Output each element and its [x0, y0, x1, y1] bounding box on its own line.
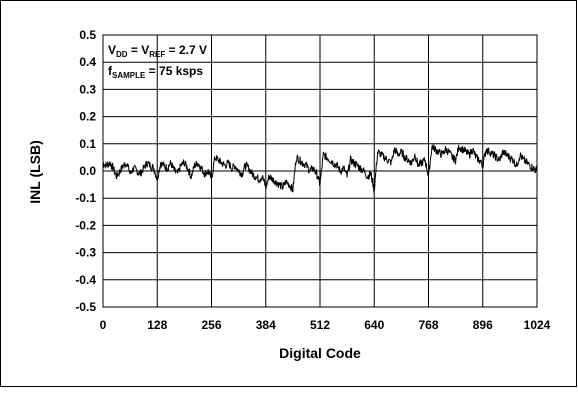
annotation-eq1: = V: [128, 43, 150, 57]
y-tick-label: -0.2: [75, 218, 96, 232]
y-tick-label: -0.4: [75, 273, 96, 287]
annotation-fsample: fSAMPLE = 75 ksps: [108, 64, 203, 80]
y-tick-label: -0.3: [75, 246, 96, 260]
series-layer: [102, 143, 538, 194]
annotation-ref-subscript: REF: [149, 50, 165, 59]
x-tick-label: 0: [100, 318, 107, 332]
y-tick-label: 0.0: [79, 164, 96, 178]
annotation-eq2: = 2.7 V: [165, 43, 207, 57]
y-axis-label: INL (LSB): [27, 140, 43, 204]
x-axis-label: Digital Code: [279, 345, 361, 361]
x-tick-label: 896: [473, 318, 493, 332]
annotation-f: f: [108, 64, 113, 78]
annotation-dd-subscript: DD: [116, 50, 128, 59]
y-tick-label: 0.2: [79, 110, 96, 124]
y-tick-label: 0.1: [79, 137, 96, 151]
x-tick-label: 640: [364, 318, 384, 332]
annotation-vdd-vref: VDD = VREF = 2.7 V: [108, 43, 207, 59]
y-tick-labels: -0.5 -0.4 -0.3 -0.2 -0.1 0.0 0.1 0.2 0.3 0.4 0.5: [75, 28, 96, 314]
inl-series-line: [102, 143, 538, 194]
y-tick-label: 0.5: [79, 28, 96, 42]
y-tick-label: 0.4: [79, 55, 96, 69]
x-tick-labels: 0 128 256 384 512 640 768 896 1024: [100, 318, 551, 332]
y-tick-label: -0.1: [75, 191, 96, 205]
x-tick-label: 128: [147, 318, 167, 332]
plot-border: [102, 34, 538, 308]
y-tick-label: -0.5: [75, 300, 96, 314]
y-tick-label: 0.3: [79, 82, 96, 96]
x-tick-label: 768: [418, 318, 438, 332]
annotation-sample-subscript: SAMPLE: [112, 71, 146, 80]
annotation-eq: = 75 ksps: [145, 64, 203, 78]
x-tick-label: 256: [201, 318, 221, 332]
x-tick-label: 1024: [524, 318, 551, 332]
annotation-v: V: [108, 43, 116, 57]
x-tick-label: 512: [310, 318, 330, 332]
x-tick-label: 384: [256, 318, 276, 332]
